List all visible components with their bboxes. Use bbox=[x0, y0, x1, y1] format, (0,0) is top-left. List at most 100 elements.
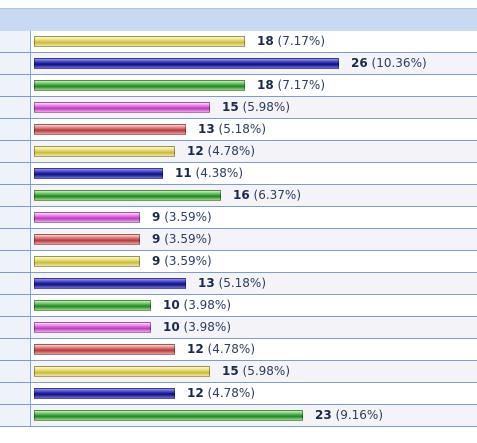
vote-count: 9 bbox=[152, 254, 161, 268]
result-value: 12 (4.78%) bbox=[187, 144, 255, 159]
row-label-cell bbox=[0, 383, 31, 404]
result-bar bbox=[34, 234, 140, 245]
vote-count: 12 bbox=[187, 386, 204, 400]
result-bar bbox=[34, 102, 210, 113]
result-row: 9 (3.59%) bbox=[0, 229, 477, 251]
result-row: 9 (3.59%) bbox=[0, 251, 477, 273]
result-value: 12 (4.78%) bbox=[187, 342, 255, 357]
row-label-cell bbox=[0, 97, 31, 118]
result-value: 15 (5.98%) bbox=[222, 100, 290, 115]
result-value: 18 (7.17%) bbox=[257, 34, 325, 49]
vote-percent: (5.18%) bbox=[218, 122, 267, 136]
vote-count: 13 bbox=[198, 122, 215, 136]
row-label-cell bbox=[0, 339, 31, 360]
result-bar bbox=[34, 124, 186, 135]
vote-count: 26 bbox=[351, 56, 368, 70]
result-value: 15 (5.98%) bbox=[222, 364, 290, 379]
vote-count: 18 bbox=[257, 78, 274, 92]
result-value: 26 (10.36%) bbox=[351, 56, 427, 71]
result-bar bbox=[34, 146, 175, 157]
vote-percent: (3.59%) bbox=[164, 254, 212, 268]
vote-count: 12 bbox=[187, 144, 204, 158]
vote-count: 16 bbox=[233, 188, 250, 202]
vote-percent: (5.98%) bbox=[242, 364, 291, 378]
result-bar bbox=[34, 256, 140, 267]
row-label-cell bbox=[0, 317, 31, 338]
vote-percent: (3.98%) bbox=[183, 298, 232, 312]
vote-count: 9 bbox=[152, 210, 161, 224]
result-bar bbox=[34, 168, 163, 179]
result-value: 10 (3.98%) bbox=[163, 298, 231, 313]
result-value: 16 (6.37%) bbox=[233, 188, 301, 203]
result-row: 18 (7.17%) bbox=[0, 75, 477, 97]
row-label-cell bbox=[0, 119, 31, 140]
result-bar bbox=[34, 300, 151, 311]
table-header bbox=[0, 8, 477, 32]
vote-percent: (4.78%) bbox=[207, 386, 256, 400]
vote-percent: (5.18%) bbox=[218, 276, 267, 290]
result-row: 13 (5.18%) bbox=[0, 273, 477, 295]
vote-count: 13 bbox=[198, 276, 215, 290]
vote-count: 18 bbox=[257, 34, 274, 48]
vote-percent: (3.98%) bbox=[183, 320, 232, 334]
vote-percent: (9.16%) bbox=[335, 408, 384, 422]
result-bar bbox=[34, 278, 186, 289]
result-value: 11 (4.38%) bbox=[175, 166, 243, 181]
vote-count: 15 bbox=[222, 364, 239, 378]
result-bar bbox=[34, 36, 245, 47]
vote-percent: (7.17%) bbox=[277, 34, 326, 48]
result-bar bbox=[34, 190, 221, 201]
row-label-cell bbox=[0, 229, 31, 250]
row-label-cell bbox=[0, 75, 31, 96]
vote-count: 10 bbox=[163, 298, 180, 312]
result-value: 10 (3.98%) bbox=[163, 320, 231, 335]
result-row: 16 (6.37%) bbox=[0, 185, 477, 207]
result-row: 9 (3.59%) bbox=[0, 207, 477, 229]
result-row: 10 (3.98%) bbox=[0, 317, 477, 339]
result-value: 13 (5.18%) bbox=[198, 276, 266, 291]
results-rows: 18 (7.17%) 26 (10.36%) 18 (7.17%) 15 (5.98%… bbox=[0, 31, 477, 427]
vote-percent: (6.37%) bbox=[253, 188, 302, 202]
result-bar bbox=[34, 410, 303, 421]
row-label-cell bbox=[0, 361, 31, 382]
vote-count: 23 bbox=[315, 408, 332, 422]
result-bar bbox=[34, 388, 175, 399]
result-row: 15 (5.98%) bbox=[0, 361, 477, 383]
result-row: 12 (4.78%) bbox=[0, 383, 477, 405]
row-label-cell bbox=[0, 185, 31, 206]
row-label-cell bbox=[0, 31, 31, 52]
result-row: 12 (4.78%) bbox=[0, 339, 477, 361]
vote-percent: (3.59%) bbox=[164, 232, 212, 246]
row-label-cell bbox=[0, 141, 31, 162]
vote-percent: (5.98%) bbox=[242, 100, 291, 114]
vote-percent: (4.78%) bbox=[207, 144, 256, 158]
vote-count: 10 bbox=[163, 320, 180, 334]
result-value: 13 (5.18%) bbox=[198, 122, 266, 137]
row-label-cell bbox=[0, 207, 31, 228]
result-row: 12 (4.78%) bbox=[0, 141, 477, 163]
result-row: 23 (9.16%) bbox=[0, 405, 477, 427]
vote-percent: (4.38%) bbox=[195, 166, 244, 180]
vote-percent: (3.59%) bbox=[164, 210, 212, 224]
result-value: 9 (3.59%) bbox=[152, 210, 212, 225]
result-value: 12 (4.78%) bbox=[187, 386, 255, 401]
vote-percent: (10.36%) bbox=[371, 56, 427, 70]
row-label-cell bbox=[0, 53, 31, 74]
row-label-cell bbox=[0, 295, 31, 316]
vote-count: 11 bbox=[175, 166, 192, 180]
row-label-cell bbox=[0, 405, 31, 426]
result-bar bbox=[34, 80, 245, 91]
poll-results-table: 18 (7.17%) 26 (10.36%) 18 (7.17%) 15 (5.98%… bbox=[0, 8, 477, 428]
row-label-cell bbox=[0, 251, 31, 272]
vote-percent: (4.78%) bbox=[207, 342, 256, 356]
result-bar bbox=[34, 58, 339, 69]
vote-count: 9 bbox=[152, 232, 161, 246]
result-value: 18 (7.17%) bbox=[257, 78, 325, 93]
result-bar bbox=[34, 344, 175, 355]
result-value: 9 (3.59%) bbox=[152, 232, 212, 247]
row-label-cell bbox=[0, 163, 31, 184]
result-value: 9 (3.59%) bbox=[152, 254, 212, 269]
result-bar bbox=[34, 212, 140, 223]
result-bar bbox=[34, 322, 151, 333]
vote-percent: (7.17%) bbox=[277, 78, 326, 92]
